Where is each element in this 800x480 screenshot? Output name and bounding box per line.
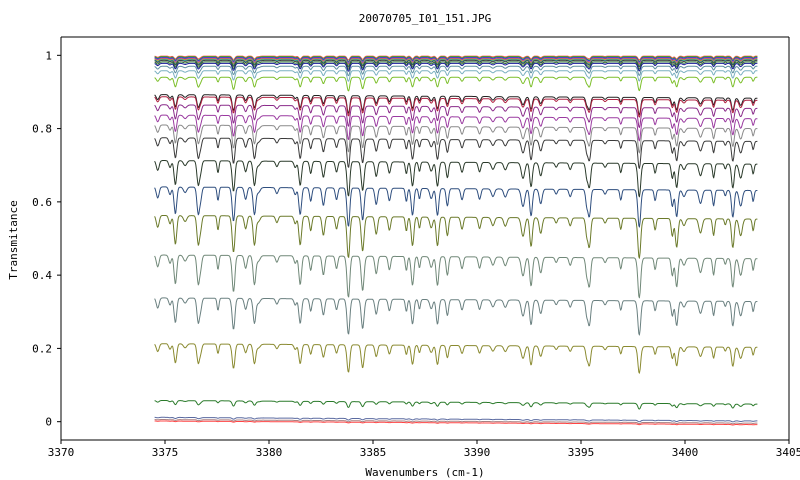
spectrum-trace-17: [154, 124, 758, 154]
spectrum-trace-27: [154, 419, 758, 425]
x-tick-label: 3385: [360, 446, 387, 459]
x-axis-ticks: 3370 3375 3380 3385 3390 3395 3400 3405: [48, 440, 800, 459]
spectrum-trace-21: [154, 215, 758, 259]
spectrum-trace-11: [154, 70, 758, 82]
spectrum-trace-8: [154, 61, 758, 70]
x-tick-label: 3395: [568, 446, 595, 459]
x-tick-label: 3380: [256, 446, 283, 459]
x-tick-label: 3390: [464, 446, 491, 459]
spectrum-trace-18: [154, 137, 758, 169]
spectrum-trace-28: [154, 420, 758, 426]
x-tick-label: 3370: [48, 446, 75, 459]
x-tick-label: 3405: [776, 446, 800, 459]
x-axis-label: Wavenumbers (cm-1): [365, 466, 484, 479]
spectrum-trace-7: [154, 59, 758, 68]
y-axis-ticks: 0 0.2 0.4 0.6 0.8 1: [32, 49, 61, 429]
y-tick-label: 1: [45, 49, 52, 62]
spectrum-trace-9: [154, 62, 758, 72]
spectrum-trace-3: [154, 57, 758, 63]
spectrum-trace-15: [154, 104, 758, 128]
spectrum-trace-14: [154, 96, 758, 118]
spectrum-trace-24: [154, 343, 758, 374]
spectrum-trace-16: [154, 114, 758, 142]
y-tick-label: 0.2: [32, 342, 52, 355]
y-axis-label: Transmitance: [7, 200, 20, 279]
x-tick-label: 3375: [152, 446, 179, 459]
spectrum-trace-12: [154, 76, 758, 92]
spectrum-trace-25: [154, 400, 758, 410]
spectrum-trace-10: [154, 65, 758, 77]
x-tick-label: 3400: [672, 446, 699, 459]
plot-frame: [60, 36, 790, 441]
spectrum-trace-5: [154, 58, 758, 66]
spectrum-trace-26: [154, 416, 758, 423]
spectrum-trace-23: [154, 297, 758, 336]
chart-title: 20070705_I01_151.JPG: [359, 12, 491, 25]
spectrum-trace-22: [154, 254, 758, 299]
y-tick-label: 0.6: [32, 196, 52, 209]
spectrum-trace-20: [154, 186, 758, 228]
y-tick-label: 0.4: [32, 269, 52, 282]
spectrum-traces: [154, 55, 758, 426]
y-tick-label: 0.8: [32, 123, 52, 136]
y-tick-label: 0: [45, 416, 52, 429]
spectrum-trace-19: [154, 160, 758, 198]
spectrum-trace-4: [154, 57, 758, 65]
spectrum-trace-1: [154, 55, 758, 61]
